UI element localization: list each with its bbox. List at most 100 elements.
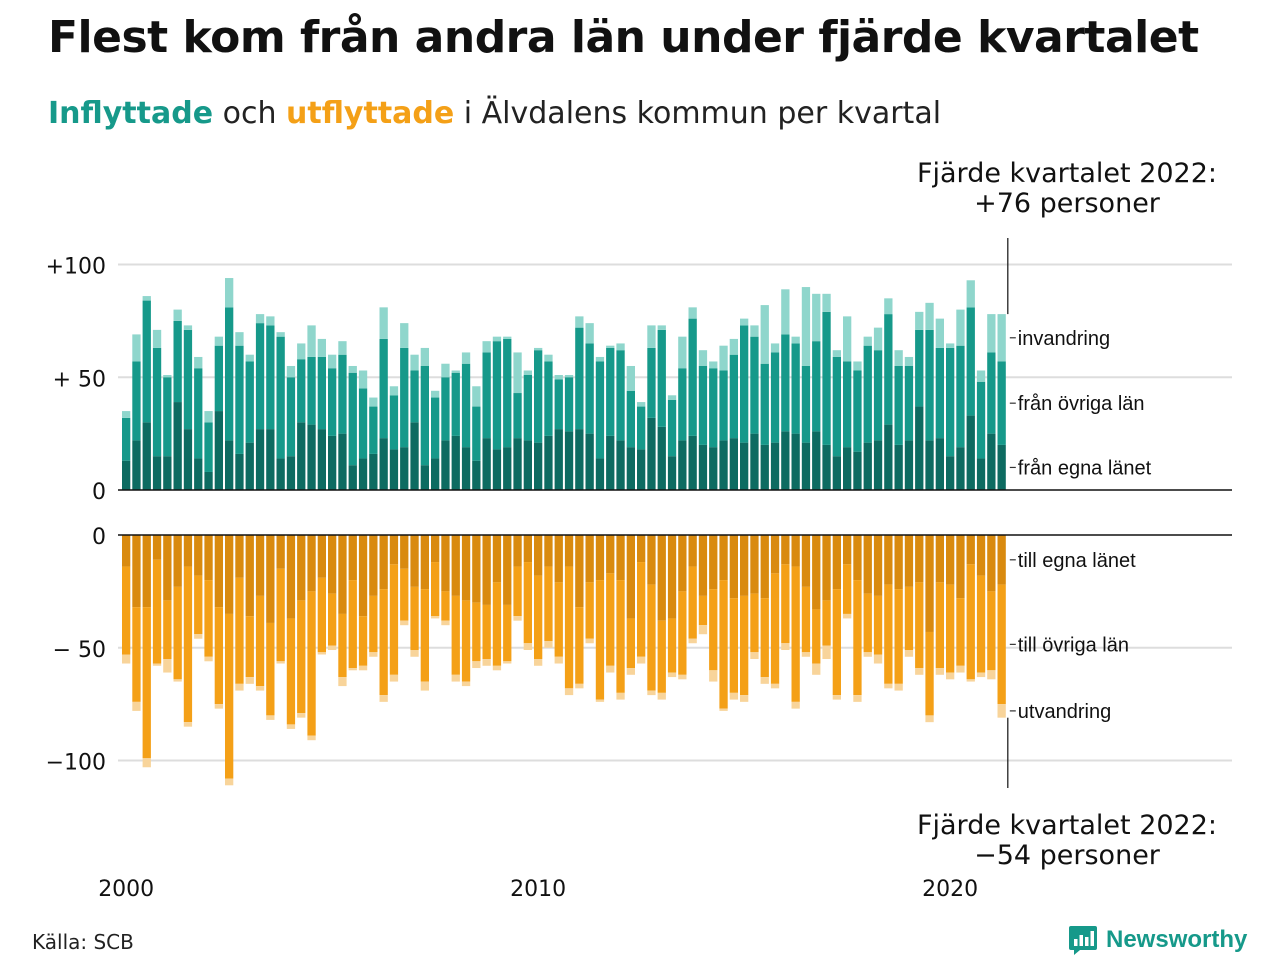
bar-egna_in — [595, 458, 605, 490]
bar-utvandring — [637, 656, 646, 664]
bar-ovriga_in — [925, 329, 934, 441]
bar-utvandring — [976, 672, 986, 678]
bar-egna_out — [297, 535, 306, 601]
bar-egna_out — [328, 535, 337, 594]
bar-invandring — [976, 370, 986, 382]
bar-egna_out — [441, 535, 450, 592]
bar-ovriga_in — [812, 341, 821, 432]
bar-invandring — [667, 395, 677, 400]
bar-invandring — [389, 386, 399, 396]
bar-ovriga_out — [461, 600, 471, 682]
bar-utvandring — [946, 672, 955, 680]
bar-ovriga_out — [843, 564, 852, 614]
bar-invandring — [987, 314, 996, 353]
bar-ovriga_in — [564, 377, 574, 432]
bar-utvandring — [534, 659, 543, 666]
bar-egna_out — [657, 535, 666, 621]
bar-utvandring — [194, 634, 203, 639]
bar-invandring — [997, 314, 1006, 362]
bar-invandring — [719, 345, 728, 371]
bar-egna_in — [884, 424, 893, 490]
bar-egna_in — [843, 447, 852, 490]
bar-invandring — [297, 343, 306, 360]
bar-ovriga_in — [451, 372, 460, 436]
bar-utvandring — [523, 643, 532, 650]
bar-egna_in — [225, 440, 234, 490]
bar-egna_in — [358, 458, 368, 490]
bar-ovriga_out — [132, 607, 141, 702]
bar-egna_out — [678, 535, 687, 592]
bar-ovriga_out — [235, 577, 244, 684]
bar-egna_out — [307, 535, 316, 592]
bar-utvandring — [358, 665, 368, 671]
bar-egna_out — [740, 535, 749, 596]
bar-ovriga_in — [183, 329, 193, 430]
bar-utvandring — [904, 650, 914, 657]
bar-invandring — [904, 356, 914, 366]
bar-ovriga_out — [513, 566, 522, 617]
bar-invandring — [729, 338, 738, 355]
bar-utvandring — [461, 681, 471, 687]
bar-invandring — [441, 363, 450, 378]
bar-utvandring — [554, 656, 563, 664]
bar-invandring — [328, 354, 337, 369]
bar-ovriga_in — [266, 325, 275, 430]
bar-utvandring — [338, 677, 347, 687]
bar-egna_out — [987, 535, 996, 592]
series-label-egna_in: från egna länet — [1018, 457, 1152, 479]
bar-utvandring — [389, 674, 399, 682]
bar-egna_out — [781, 535, 790, 565]
series-label-invandring: invandring — [1018, 328, 1110, 350]
bar-egna_out — [904, 535, 914, 587]
bar-egna_out — [966, 535, 975, 565]
bar-ovriga_out — [626, 618, 635, 669]
bar-utvandring — [853, 695, 862, 702]
bar-ovriga_out — [152, 559, 162, 664]
bar-utvandring — [647, 690, 656, 696]
bar-ovriga_out — [544, 566, 553, 641]
bar-utvandring — [431, 616, 440, 619]
bar-egna_out — [956, 535, 965, 599]
y-tick-bottom: 0 — [92, 525, 106, 550]
bar-egna_in — [317, 429, 326, 490]
bar-utvandring — [894, 683, 903, 691]
bar-egna_in — [461, 447, 471, 490]
bar-ovriga_out — [122, 566, 131, 655]
bar-utvandring — [255, 686, 265, 691]
bar-ovriga_in — [122, 417, 131, 461]
bar-egna_in — [554, 429, 563, 490]
bar-egna_in — [152, 456, 162, 490]
bar-egna_out — [997, 535, 1006, 585]
bar-egna_in — [410, 422, 419, 490]
bar-invandring — [400, 323, 409, 348]
bar-egna_out — [492, 535, 502, 583]
bar-ovriga_in — [873, 350, 883, 441]
bar-utvandring — [606, 665, 615, 673]
bar-ovriga_out — [317, 577, 326, 653]
series-label-egna_out: till egna länet — [1018, 550, 1136, 572]
bar-ovriga_out — [183, 566, 193, 723]
bar-ovriga_in — [317, 356, 326, 430]
bar-ovriga_in — [667, 399, 677, 457]
annotations: från egna länet från övriga län invandring… — [917, 158, 1217, 871]
bar-egna_out — [451, 535, 460, 596]
bar-egna_in — [173, 402, 182, 490]
bar-ovriga_in — [770, 352, 780, 443]
bar-ovriga_in — [245, 361, 254, 443]
bar-ovriga_in — [904, 365, 914, 441]
bar-egna_out — [152, 535, 162, 560]
bar-utvandring — [626, 668, 635, 675]
bar-egna_out — [420, 535, 429, 590]
bar-egna_in — [853, 451, 862, 491]
bar-ovriga_out — [194, 575, 203, 635]
bar-invandring — [688, 307, 697, 319]
bar-egna_out — [853, 535, 862, 581]
bar-ovriga_in — [255, 323, 265, 430]
bar-egna_in — [894, 444, 903, 490]
bar-utvandring — [183, 722, 193, 727]
bar-ovriga_in — [338, 354, 347, 434]
bar-egna_out — [667, 535, 677, 619]
bar-ovriga_out — [822, 600, 831, 646]
bar-utvandring — [369, 652, 378, 657]
bar-ovriga_out — [966, 564, 975, 680]
